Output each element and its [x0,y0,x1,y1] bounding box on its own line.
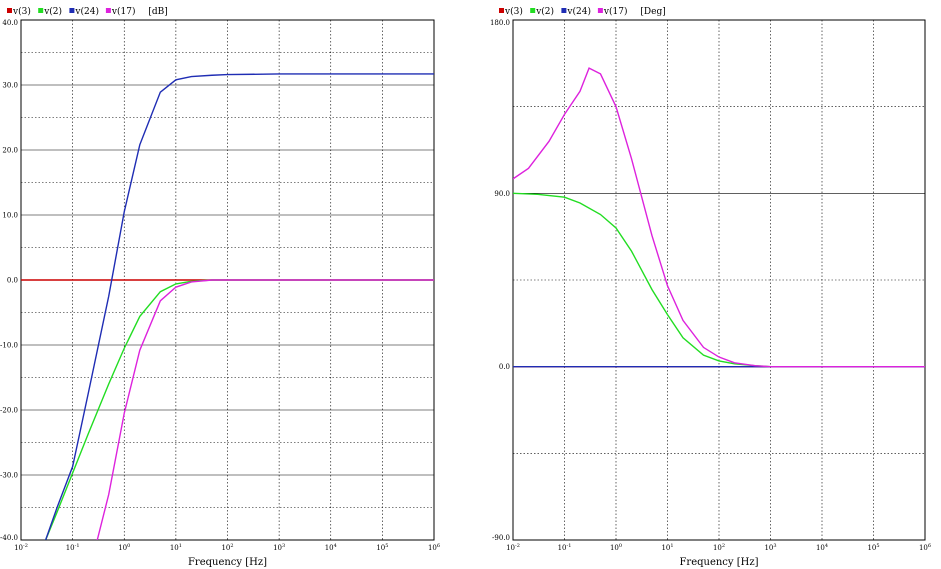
x-tick-label: 103 [764,543,776,552]
x-tick-label: 104 [325,543,337,552]
legend-label: v(24) [74,6,99,17]
legend-swatch [7,8,12,13]
x-tick-label: 106 [428,543,440,552]
y-tick-label: -30.0 [0,472,18,480]
x-tick-label: 10-2 [506,543,520,552]
x-tick-label: 103 [273,543,285,552]
series-line-v17 [513,67,925,368]
x-tick-label: 10-2 [14,543,28,552]
chart-panel-phase: 180.0 90.0 0.0 -90.010-2 10-1 100 101 102 103 104… [490,6,931,568]
legend-label: v(24) [566,6,591,17]
legend-label: v(17) [603,6,628,17]
y-tick-label: 180.0 [490,19,510,27]
y-tick-label: 0.0 [499,363,510,371]
legend-label: v(3) [504,6,523,17]
legend-swatch [597,8,603,13]
y-tick-label: 90.0 [494,190,510,198]
legend-swatch [530,8,536,13]
legend-swatch [105,8,111,13]
y-tick-label: 30.0 [2,82,18,90]
legend-label: v(2) [43,6,62,17]
x-tick-label: 100 [610,543,622,552]
legend-swatch [69,8,75,13]
x-tick-label: 105 [376,543,388,552]
x-axis-label: Frequency [Hz] [188,557,267,568]
x-tick-label: 101 [170,543,182,552]
y-tick-label: 0.0 [7,277,18,285]
x-tick-label: 101 [661,543,673,552]
chart-panel-magnitude: 40.030.020.010.00.0-10.0-20.0-30.0-40.01… [0,6,440,568]
x-tick-label: 102 [713,543,725,552]
x-tick-label: 102 [221,543,233,552]
legend-label: v(17) [111,6,136,17]
x-axis-label: Frequency [Hz] [679,557,758,568]
series-line-v24 [44,73,434,540]
y-tick-label: -90.0 [492,534,510,542]
x-tick-label: 105 [867,543,879,552]
x-tick-label: 10-1 [66,543,80,552]
y-tick-label: -40.0 [0,534,18,542]
legend-swatch [561,8,567,13]
unit-label: [dB] [148,7,167,17]
y-tick-label: -10.0 [0,342,18,350]
x-tick-label: 100 [118,543,130,552]
legend-label: v(2) [535,6,554,17]
x-tick-label: 10-1 [558,543,572,552]
x-tick-label: 104 [816,543,828,552]
unit-label: [Deg] [640,7,665,17]
x-tick-label: 106 [919,543,931,552]
legend-swatch [499,8,504,13]
y-tick-label: 10.0 [2,212,18,220]
y-tick-label: -20.0 [0,407,18,415]
y-tick-label: 20.0 [2,147,18,155]
legend-swatch [38,8,44,13]
legend-label: v(3) [12,6,31,17]
y-tick-label: 40.0 [2,19,18,27]
series-line-v17 [96,279,434,540]
